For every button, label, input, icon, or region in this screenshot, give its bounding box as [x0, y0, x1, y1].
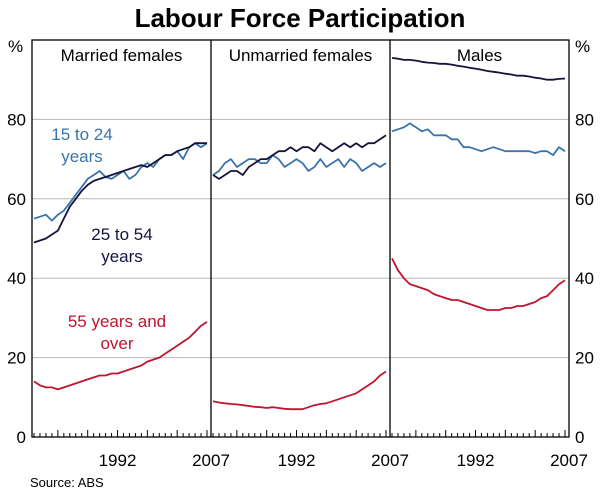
plot-frame [31, 39, 570, 438]
annotation-prime: 25 to 54 years [91, 225, 152, 266]
annotations: 15 to 24 years 25 to 54 years 55 years and ov… [51, 125, 166, 353]
plot-border [31, 39, 570, 438]
y-tick-left-80: 80 [7, 110, 26, 129]
panel-title-3: Males [457, 46, 502, 65]
y-tick-left-60: 60 [7, 190, 26, 209]
series-prime-panel-3 [391, 57, 566, 81]
y-tick-left-0: 0 [17, 428, 26, 447]
panel-title-2: Unmarried females [229, 46, 373, 65]
x-tick-label-2007-panel-2: 2007 [371, 451, 409, 470]
y-tick-right-80: 80 [575, 110, 594, 129]
series-older-panel-1 [33, 321, 208, 391]
y-tick-right-40: 40 [575, 269, 594, 288]
annotation-young: 15 to 24 years [51, 125, 112, 166]
x-tick-label-2007-panel-3: 2007 [550, 451, 588, 470]
y-tick-right-20: 20 [575, 349, 594, 368]
x-tick-label-1992-panel-2: 1992 [278, 451, 316, 470]
series-young-panel-2 [212, 154, 387, 176]
y-tick-right-0: 0 [575, 428, 584, 447]
x-tick-label-1992-panel-3: 1992 [457, 451, 495, 470]
panel-title-1: Married females [61, 46, 183, 65]
series-prime-panel-1 [33, 142, 207, 244]
series-young-panel-3 [391, 122, 566, 157]
y-tick-left-unit: % [8, 37, 23, 56]
series-young-panel-1 [33, 142, 208, 222]
annotation-older: 55 years and over [68, 312, 166, 353]
source-note: Source: ABS [30, 475, 104, 490]
chart-title: Labour Force Participation [135, 3, 466, 33]
y-tick-right-60: 60 [575, 190, 594, 209]
y-tick-left-40: 40 [7, 269, 26, 288]
x-tick-label-1992-panel-1: 1992 [99, 451, 137, 470]
gridlines [32, 118, 569, 359]
y-tick-right-unit: % [575, 37, 590, 56]
panel-titles: Married females Unmarried females Males [61, 46, 503, 65]
series-layer [33, 57, 566, 411]
series-prime-panel-2 [212, 134, 387, 180]
series-older-panel-3 [391, 257, 566, 311]
axis-labels: 0 0 20 20 40 40 60 60 80 80% % 1992 2007 1992 2007 1992… [7, 37, 594, 470]
y-tick-left-20: 20 [7, 349, 26, 368]
series-older-panel-2 [212, 370, 387, 411]
x-tick-label-2007-panel-1: 2007 [192, 451, 230, 470]
